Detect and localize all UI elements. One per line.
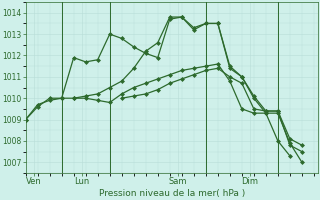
X-axis label: Pression niveau de la mer( hPa ): Pression niveau de la mer( hPa ): [99, 189, 245, 198]
